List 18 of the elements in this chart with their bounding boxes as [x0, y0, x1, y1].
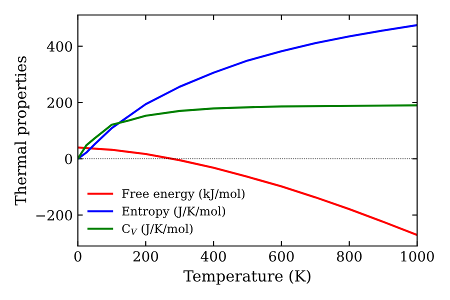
line-series	[78, 104, 418, 160]
x-tick-label: 1000	[401, 251, 434, 262]
line-series	[78, 146, 418, 236]
y-tick-label: 0	[65, 154, 72, 164]
legend-label: C$_{V}$ (J/K/mol)	[122, 224, 193, 236]
x-tick-label: 200	[133, 251, 158, 262]
x-tick-label: 600	[269, 251, 294, 262]
x-tick-label: 400	[200, 251, 226, 262]
line-series	[78, 24, 418, 160]
x-axis-title: Temperature (K)	[184, 270, 310, 285]
x-tick-label: 0	[74, 251, 82, 262]
y-tick-label: 400	[46, 41, 72, 52]
y-tick-label: −200	[36, 210, 72, 221]
y-axis-title: Thermal properties	[14, 56, 30, 206]
x-tick-label: 800	[336, 251, 362, 262]
legend-label: Entropy (J/K/mol)	[122, 206, 226, 218]
legend-label: Free energy (kJ/mol)	[122, 188, 245, 201]
y-tick-label: 200	[47, 97, 72, 108]
